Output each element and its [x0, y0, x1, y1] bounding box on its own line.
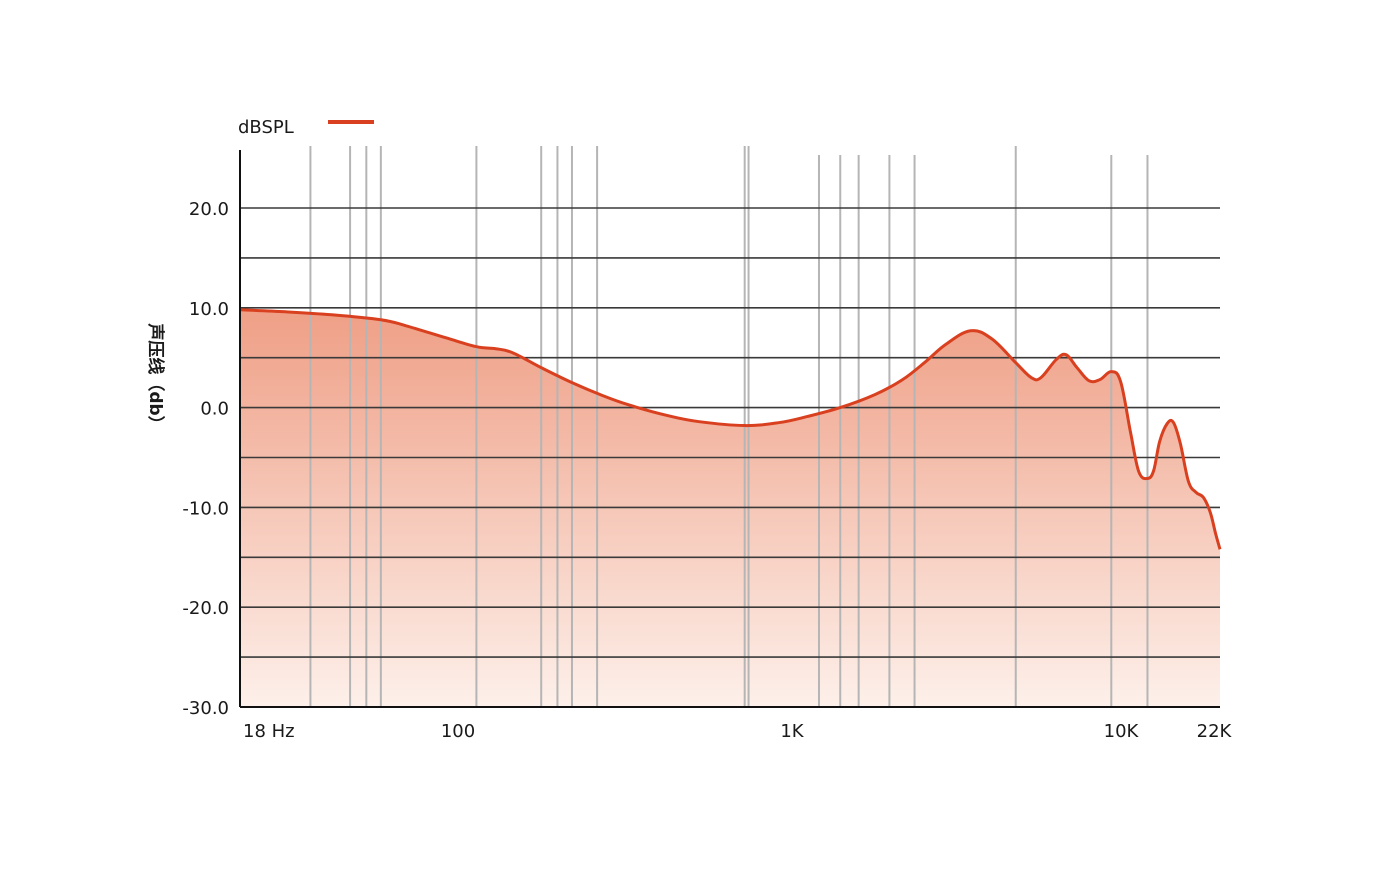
y-tick-label: -10.0	[182, 498, 229, 519]
legend-label: dBSPL	[238, 117, 294, 138]
x-tick-label: 1K	[780, 721, 804, 742]
series-line-dbspl	[239, 308, 1222, 550]
x-tick-label: 10K	[1104, 721, 1140, 742]
area-layer	[240, 309, 1220, 707]
legend: dBSPL	[238, 117, 374, 138]
x-tick-label: 100	[441, 721, 475, 742]
y-tick-label: 10.0	[189, 299, 229, 320]
x-tick-label: 22K	[1197, 721, 1233, 742]
area-fill	[240, 309, 1220, 707]
y-axis-label: 声压线（db）	[145, 322, 166, 432]
line-layer	[239, 308, 1222, 550]
y-tick-label: 20.0	[189, 199, 229, 220]
y-tick-label: -20.0	[182, 598, 229, 619]
label-layer: 20.0 10.0 0.0 -10.0 -20.0 -30.0 18 Hz 100 1K 10K 2…	[182, 199, 1232, 742]
y-tick-label: -30.0	[182, 698, 229, 719]
grid-layer	[240, 146, 1220, 707]
y-tick-label: 0.0	[200, 399, 229, 420]
axis-layer	[239, 150, 1220, 708]
x-tick-label: 18 Hz	[243, 721, 295, 742]
